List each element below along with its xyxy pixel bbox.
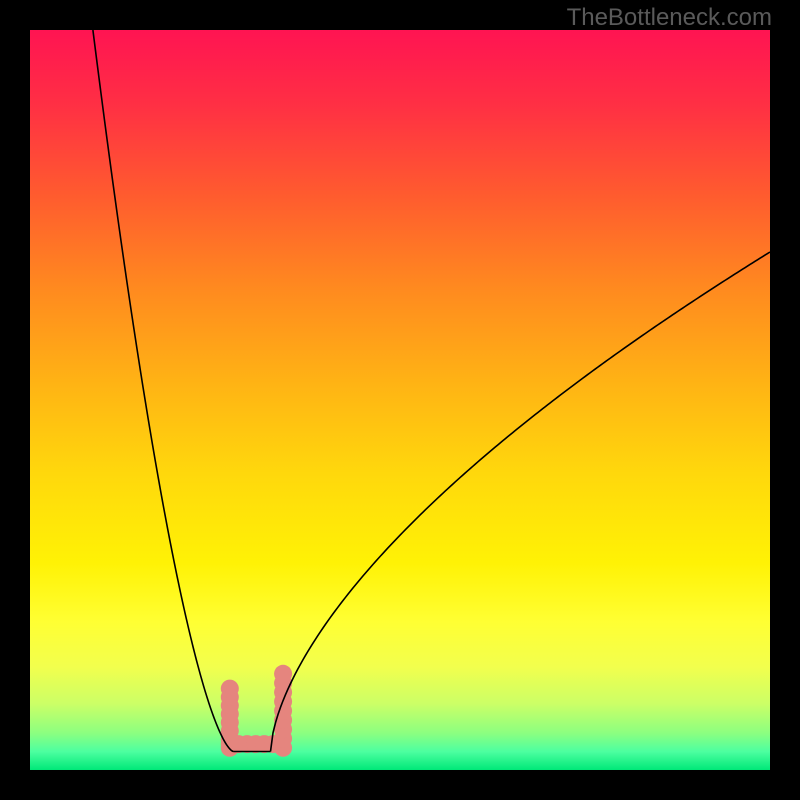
chart-container: TheBottleneck.com	[0, 0, 800, 800]
optimal-marker-dot	[274, 665, 292, 683]
watermark-text: TheBottleneck.com	[567, 4, 772, 32]
bottleneck-chart	[0, 0, 800, 800]
plot-background	[30, 30, 770, 770]
